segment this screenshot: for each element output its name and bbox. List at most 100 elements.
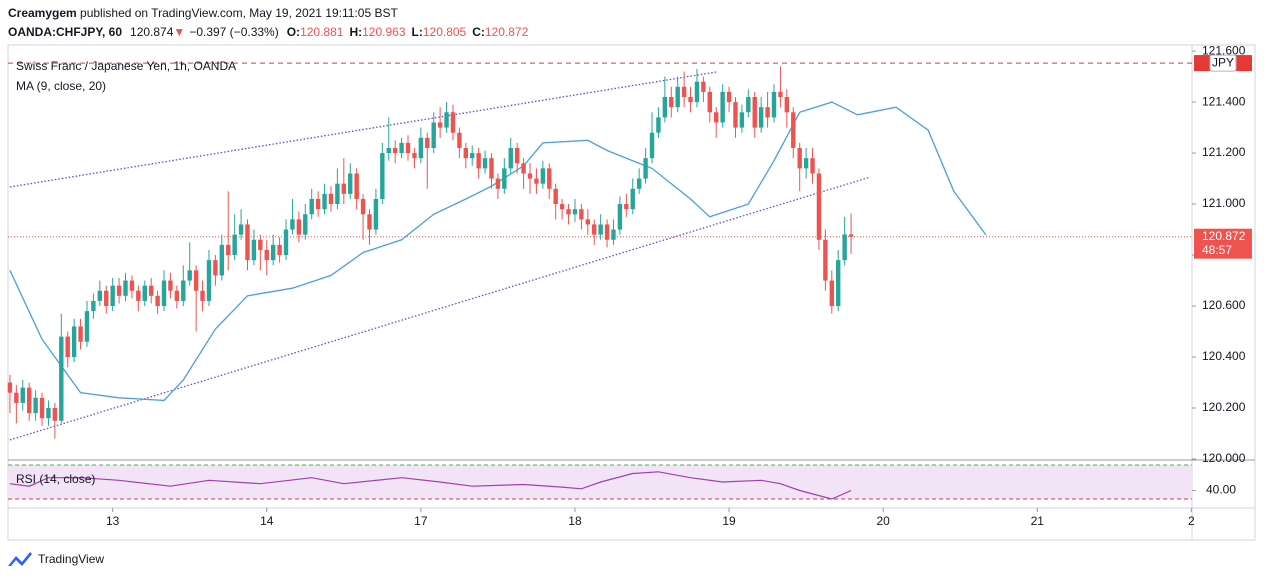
candle-body xyxy=(328,193,334,205)
candle-body xyxy=(348,173,353,194)
candle-body xyxy=(527,173,533,179)
candle-body xyxy=(669,96,674,108)
candle-body xyxy=(174,290,180,301)
y-tick-label: 121.600 xyxy=(1202,43,1246,57)
candle-body xyxy=(309,198,314,215)
candle-body xyxy=(553,188,558,205)
candle-body xyxy=(116,285,122,296)
author: Creamygem xyxy=(8,6,77,20)
candle-body xyxy=(373,198,379,230)
candle-body xyxy=(694,81,700,103)
candle-body xyxy=(739,112,745,128)
candle-body xyxy=(129,280,135,291)
candle-body xyxy=(816,173,822,240)
candle-body xyxy=(797,147,802,169)
candle-body xyxy=(412,153,417,159)
candle-body xyxy=(290,219,295,230)
candle-body xyxy=(444,112,449,128)
trendline xyxy=(9,176,871,441)
candle-body xyxy=(91,300,96,312)
candle-body xyxy=(604,224,610,240)
rsi-tick-label: 40.00 xyxy=(1206,483,1236,497)
candle-body xyxy=(418,137,424,159)
candle-body xyxy=(52,408,58,421)
candle-body xyxy=(84,311,90,342)
candle-body xyxy=(791,112,796,148)
candle-body xyxy=(514,147,520,164)
candle-body xyxy=(540,168,546,184)
y-tick-label: 120.000 xyxy=(1202,451,1246,465)
x-tick-label: 20 xyxy=(876,514,890,528)
candle-body xyxy=(656,117,661,133)
logo-icon xyxy=(8,552,32,566)
candle-body xyxy=(611,229,616,240)
candle-body xyxy=(643,158,648,179)
x-tick-label: 2 xyxy=(1188,514,1195,528)
candle-body xyxy=(624,204,629,210)
candle-body xyxy=(733,102,738,128)
candle-body xyxy=(238,224,244,235)
candle-body xyxy=(136,290,141,301)
candle-body xyxy=(823,239,828,281)
candle-body xyxy=(367,214,372,230)
candle-body xyxy=(476,153,481,169)
y-tick-label: 121.400 xyxy=(1202,94,1246,108)
candle-body xyxy=(405,142,411,154)
ma-legend: MA (9, close, 20) xyxy=(16,79,106,93)
candle-body xyxy=(547,168,552,189)
frame xyxy=(7,44,1256,541)
candle-body xyxy=(701,81,706,92)
candle-body xyxy=(264,249,269,261)
candle-body xyxy=(110,285,115,307)
candle-body xyxy=(617,204,623,230)
candle-body xyxy=(187,270,192,281)
candle-body xyxy=(59,336,64,421)
candle-body xyxy=(341,183,347,194)
candle-body xyxy=(726,91,732,103)
y-tick-label: 120.600 xyxy=(1202,298,1246,312)
candle-body xyxy=(232,234,237,256)
candle-body xyxy=(803,158,809,169)
candle-body xyxy=(714,112,719,123)
candle-body xyxy=(771,91,777,118)
rsi-legend: RSI (14, close) xyxy=(16,472,95,486)
candle-body xyxy=(206,260,212,301)
brand: TradingView xyxy=(38,552,104,566)
candle-body xyxy=(71,326,77,358)
candle-body xyxy=(463,147,469,159)
last-price-label: 120.872 xyxy=(1202,229,1246,243)
candle-body xyxy=(354,173,359,199)
candle-body xyxy=(707,91,712,113)
y-tick-label: 120.400 xyxy=(1202,349,1246,363)
candle-body xyxy=(848,234,854,237)
candle-body xyxy=(303,214,308,235)
ohlc-label: C: xyxy=(472,25,485,39)
candle-body xyxy=(431,122,436,148)
x-tick-label: 18 xyxy=(568,514,582,528)
candle-body xyxy=(161,280,167,307)
countdown: 48:57 xyxy=(1202,243,1232,257)
candle-body xyxy=(836,260,841,307)
candle-body xyxy=(148,285,154,296)
candle-body xyxy=(155,295,160,307)
candle-body xyxy=(746,96,751,113)
candle-body xyxy=(829,280,834,307)
candle-body xyxy=(181,280,186,301)
last-price-tag xyxy=(1194,228,1252,259)
candle-body xyxy=(572,209,578,215)
candle-body xyxy=(778,91,783,97)
candle-body xyxy=(392,147,398,154)
candle-body xyxy=(495,178,501,189)
currency-box xyxy=(1209,54,1237,72)
candle-body xyxy=(20,387,25,403)
candle-body xyxy=(630,188,635,210)
ohlc-label: O: xyxy=(287,25,300,39)
ohlc-label: L: xyxy=(412,25,423,39)
trendline xyxy=(9,71,717,188)
candle-body xyxy=(681,86,687,97)
arrow: ▼ xyxy=(173,25,185,39)
candle-body xyxy=(46,408,51,419)
ohlc-value: 120.881 xyxy=(300,25,344,39)
candle-body xyxy=(784,96,790,113)
symbol: OANDA:CHFJPY, 60 xyxy=(8,25,122,39)
